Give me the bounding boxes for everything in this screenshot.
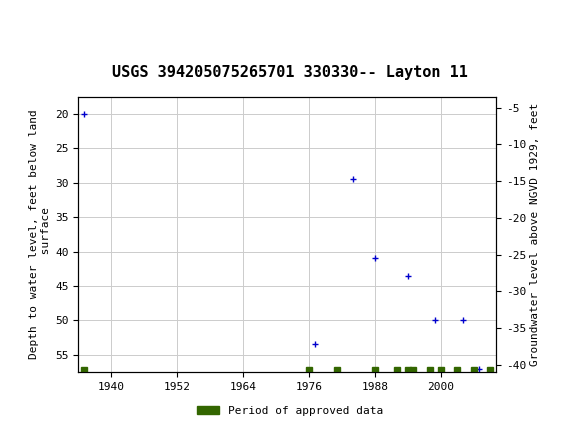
Bar <box>3 4 46 46</box>
Text: USGS: USGS <box>32 15 87 33</box>
Text: USGS 394205075265701 330330-- Layton 11: USGS 394205075265701 330330-- Layton 11 <box>112 64 468 80</box>
Text: ≡: ≡ <box>7 13 28 37</box>
Y-axis label: Groundwater level above NGVD 1929, feet: Groundwater level above NGVD 1929, feet <box>530 103 540 366</box>
Y-axis label: Depth to water level, feet below land
 surface: Depth to water level, feet below land su… <box>30 110 51 359</box>
Legend: Period of approved data: Period of approved data <box>193 401 387 420</box>
